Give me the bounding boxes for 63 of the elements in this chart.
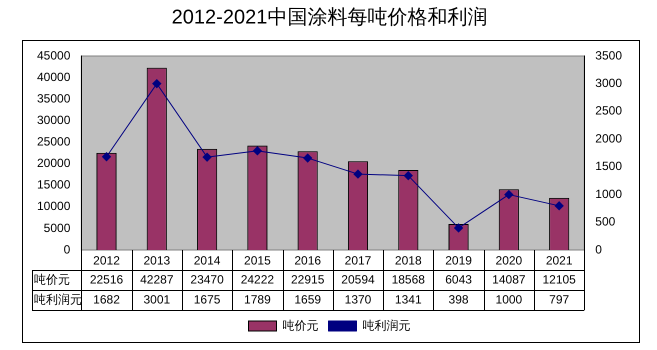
y2-tick-label: 0 xyxy=(595,242,602,256)
data-label: 22516 xyxy=(90,272,124,286)
y-tick-label: 30000 xyxy=(36,112,71,127)
data-label: 1682 xyxy=(93,292,120,306)
y-tick-label: 45000 xyxy=(36,48,71,62)
text: 吨价元 xyxy=(34,272,70,286)
data-label: 398 xyxy=(448,292,469,306)
point xyxy=(404,171,413,180)
data-label: 1659 xyxy=(294,292,322,306)
y2-tick-label: 3500 xyxy=(595,48,622,62)
data-label: 12105 xyxy=(542,272,576,286)
x-tick-label: 2018 xyxy=(394,254,422,268)
x-tick-label: 2012 xyxy=(93,254,120,268)
chart-title: 2012-2021中国涂料每吨价格和利润 xyxy=(172,6,488,29)
data-label: 24222 xyxy=(240,272,274,286)
point xyxy=(152,79,162,88)
data-label: 1789 xyxy=(244,292,272,306)
point xyxy=(102,152,112,162)
data-label: 3001 xyxy=(143,292,170,306)
data-label: 1370 xyxy=(344,292,372,306)
point xyxy=(303,154,312,163)
y2-tick-label: 3000 xyxy=(595,76,622,90)
y-tick-label: 40000 xyxy=(36,70,71,84)
x-tick-label: 2016 xyxy=(294,254,322,268)
y2-tick-label: 1000 xyxy=(595,186,622,201)
point xyxy=(202,152,212,162)
legend-label: 吨利润元 xyxy=(362,318,410,332)
y2-tick-label: 1500 xyxy=(595,159,622,174)
point xyxy=(554,201,564,210)
legend-label: 吨价元 xyxy=(282,318,318,332)
x-tick-label: 2015 xyxy=(244,254,272,268)
text: 吨利润元 xyxy=(34,292,82,306)
x-tick-label: 2021 xyxy=(546,254,573,268)
x-tick-label: 2019 xyxy=(445,254,472,268)
data-label: 42287 xyxy=(140,272,174,286)
data-label: 1675 xyxy=(194,292,221,306)
point xyxy=(454,223,464,232)
y-tick-label: 35000 xyxy=(36,91,71,106)
data-label: 20594 xyxy=(341,272,375,286)
point xyxy=(252,146,262,156)
data-label: 14087 xyxy=(492,272,526,286)
y2-tick-label: 500 xyxy=(595,214,616,229)
y-tick-label: 20000 xyxy=(36,156,71,170)
x-tick-label: 2014 xyxy=(194,254,221,268)
y-tick-label: 10000 xyxy=(36,199,71,214)
point xyxy=(353,170,362,179)
data-label: 1341 xyxy=(394,292,422,306)
data-label: 1000 xyxy=(496,292,523,306)
x-tick-label: 2013 xyxy=(143,254,170,268)
data-label: 22915 xyxy=(291,272,325,286)
y-tick-label: 25000 xyxy=(36,134,71,149)
data-label: 797 xyxy=(549,292,570,306)
y-tick-label: 15000 xyxy=(36,178,71,192)
y2-tick-label: 2500 xyxy=(595,104,622,118)
x-tick-label: 2020 xyxy=(496,254,523,268)
x-tick-label: 2017 xyxy=(344,254,372,268)
point xyxy=(504,190,514,200)
y-tick-label: 5000 xyxy=(44,220,71,235)
data-label: 6043 xyxy=(445,272,472,286)
data-label: 18568 xyxy=(392,272,426,286)
y2-tick-label: 2000 xyxy=(595,131,622,146)
data-label: 23470 xyxy=(190,272,224,286)
y-tick-label: 0 xyxy=(64,242,71,256)
